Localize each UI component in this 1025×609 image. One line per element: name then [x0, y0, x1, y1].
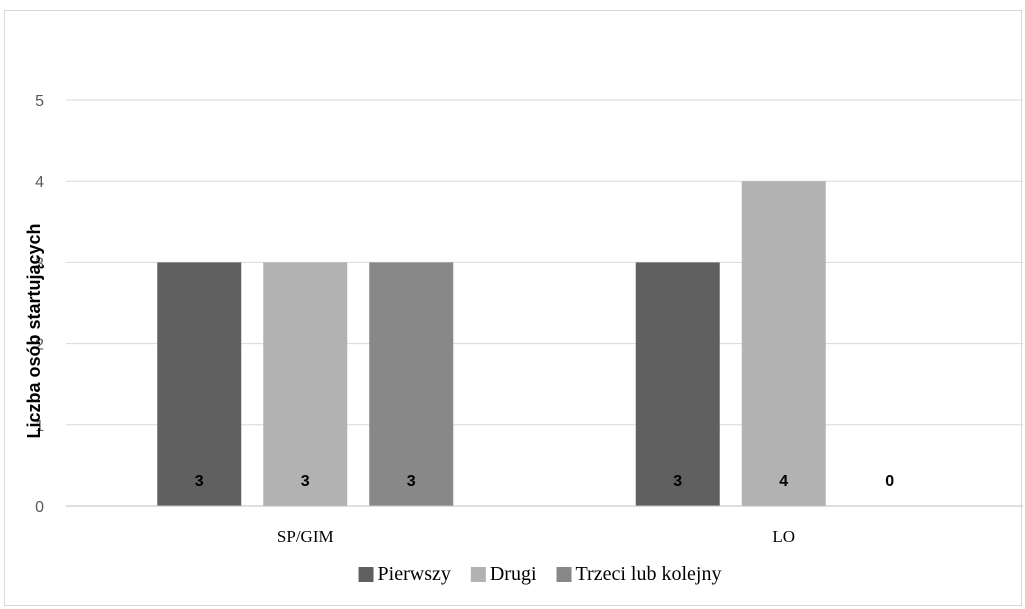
legend-swatch-trzeci-lub-kolejny	[556, 567, 572, 582]
bar-lo-drugi	[741, 181, 826, 506]
legend-swatch-drugi	[470, 567, 486, 582]
bar-sp-gim-drugi	[263, 262, 348, 506]
y-tick-label: 3	[35, 255, 44, 272]
y-tick-label: 5	[35, 93, 44, 110]
data-label: 3	[673, 473, 682, 490]
legend-label-pierwszy: Pierwszy	[378, 563, 451, 585]
y-tick-label: 1	[35, 418, 44, 435]
x-category-label: SP/GIM	[277, 527, 334, 546]
bar-sp-gim-pierwszy	[157, 262, 242, 506]
bar-sp-gim-trzeci-lub-kolejny	[369, 262, 454, 506]
y-tick-label: 4	[35, 174, 44, 191]
legend-label-trzeci-lub-kolejny: Trzeci lub kolejny	[576, 563, 722, 585]
data-label: 3	[407, 473, 416, 490]
legend-label-drugi: Drugi	[490, 563, 537, 585]
data-label: 0	[885, 473, 894, 490]
data-label: 3	[195, 473, 204, 490]
y-tick-label: 2	[35, 337, 44, 354]
data-label: 4	[779, 473, 788, 490]
bar-lo-pierwszy	[635, 262, 720, 506]
x-category-label: LO	[772, 527, 795, 546]
legend-swatch-pierwszy	[358, 567, 374, 582]
y-axis-title: Liczba osób startujących	[24, 223, 44, 438]
y-tick-label: 0	[35, 499, 44, 516]
chart-frame	[4, 10, 1022, 606]
data-label: 3	[301, 473, 310, 490]
